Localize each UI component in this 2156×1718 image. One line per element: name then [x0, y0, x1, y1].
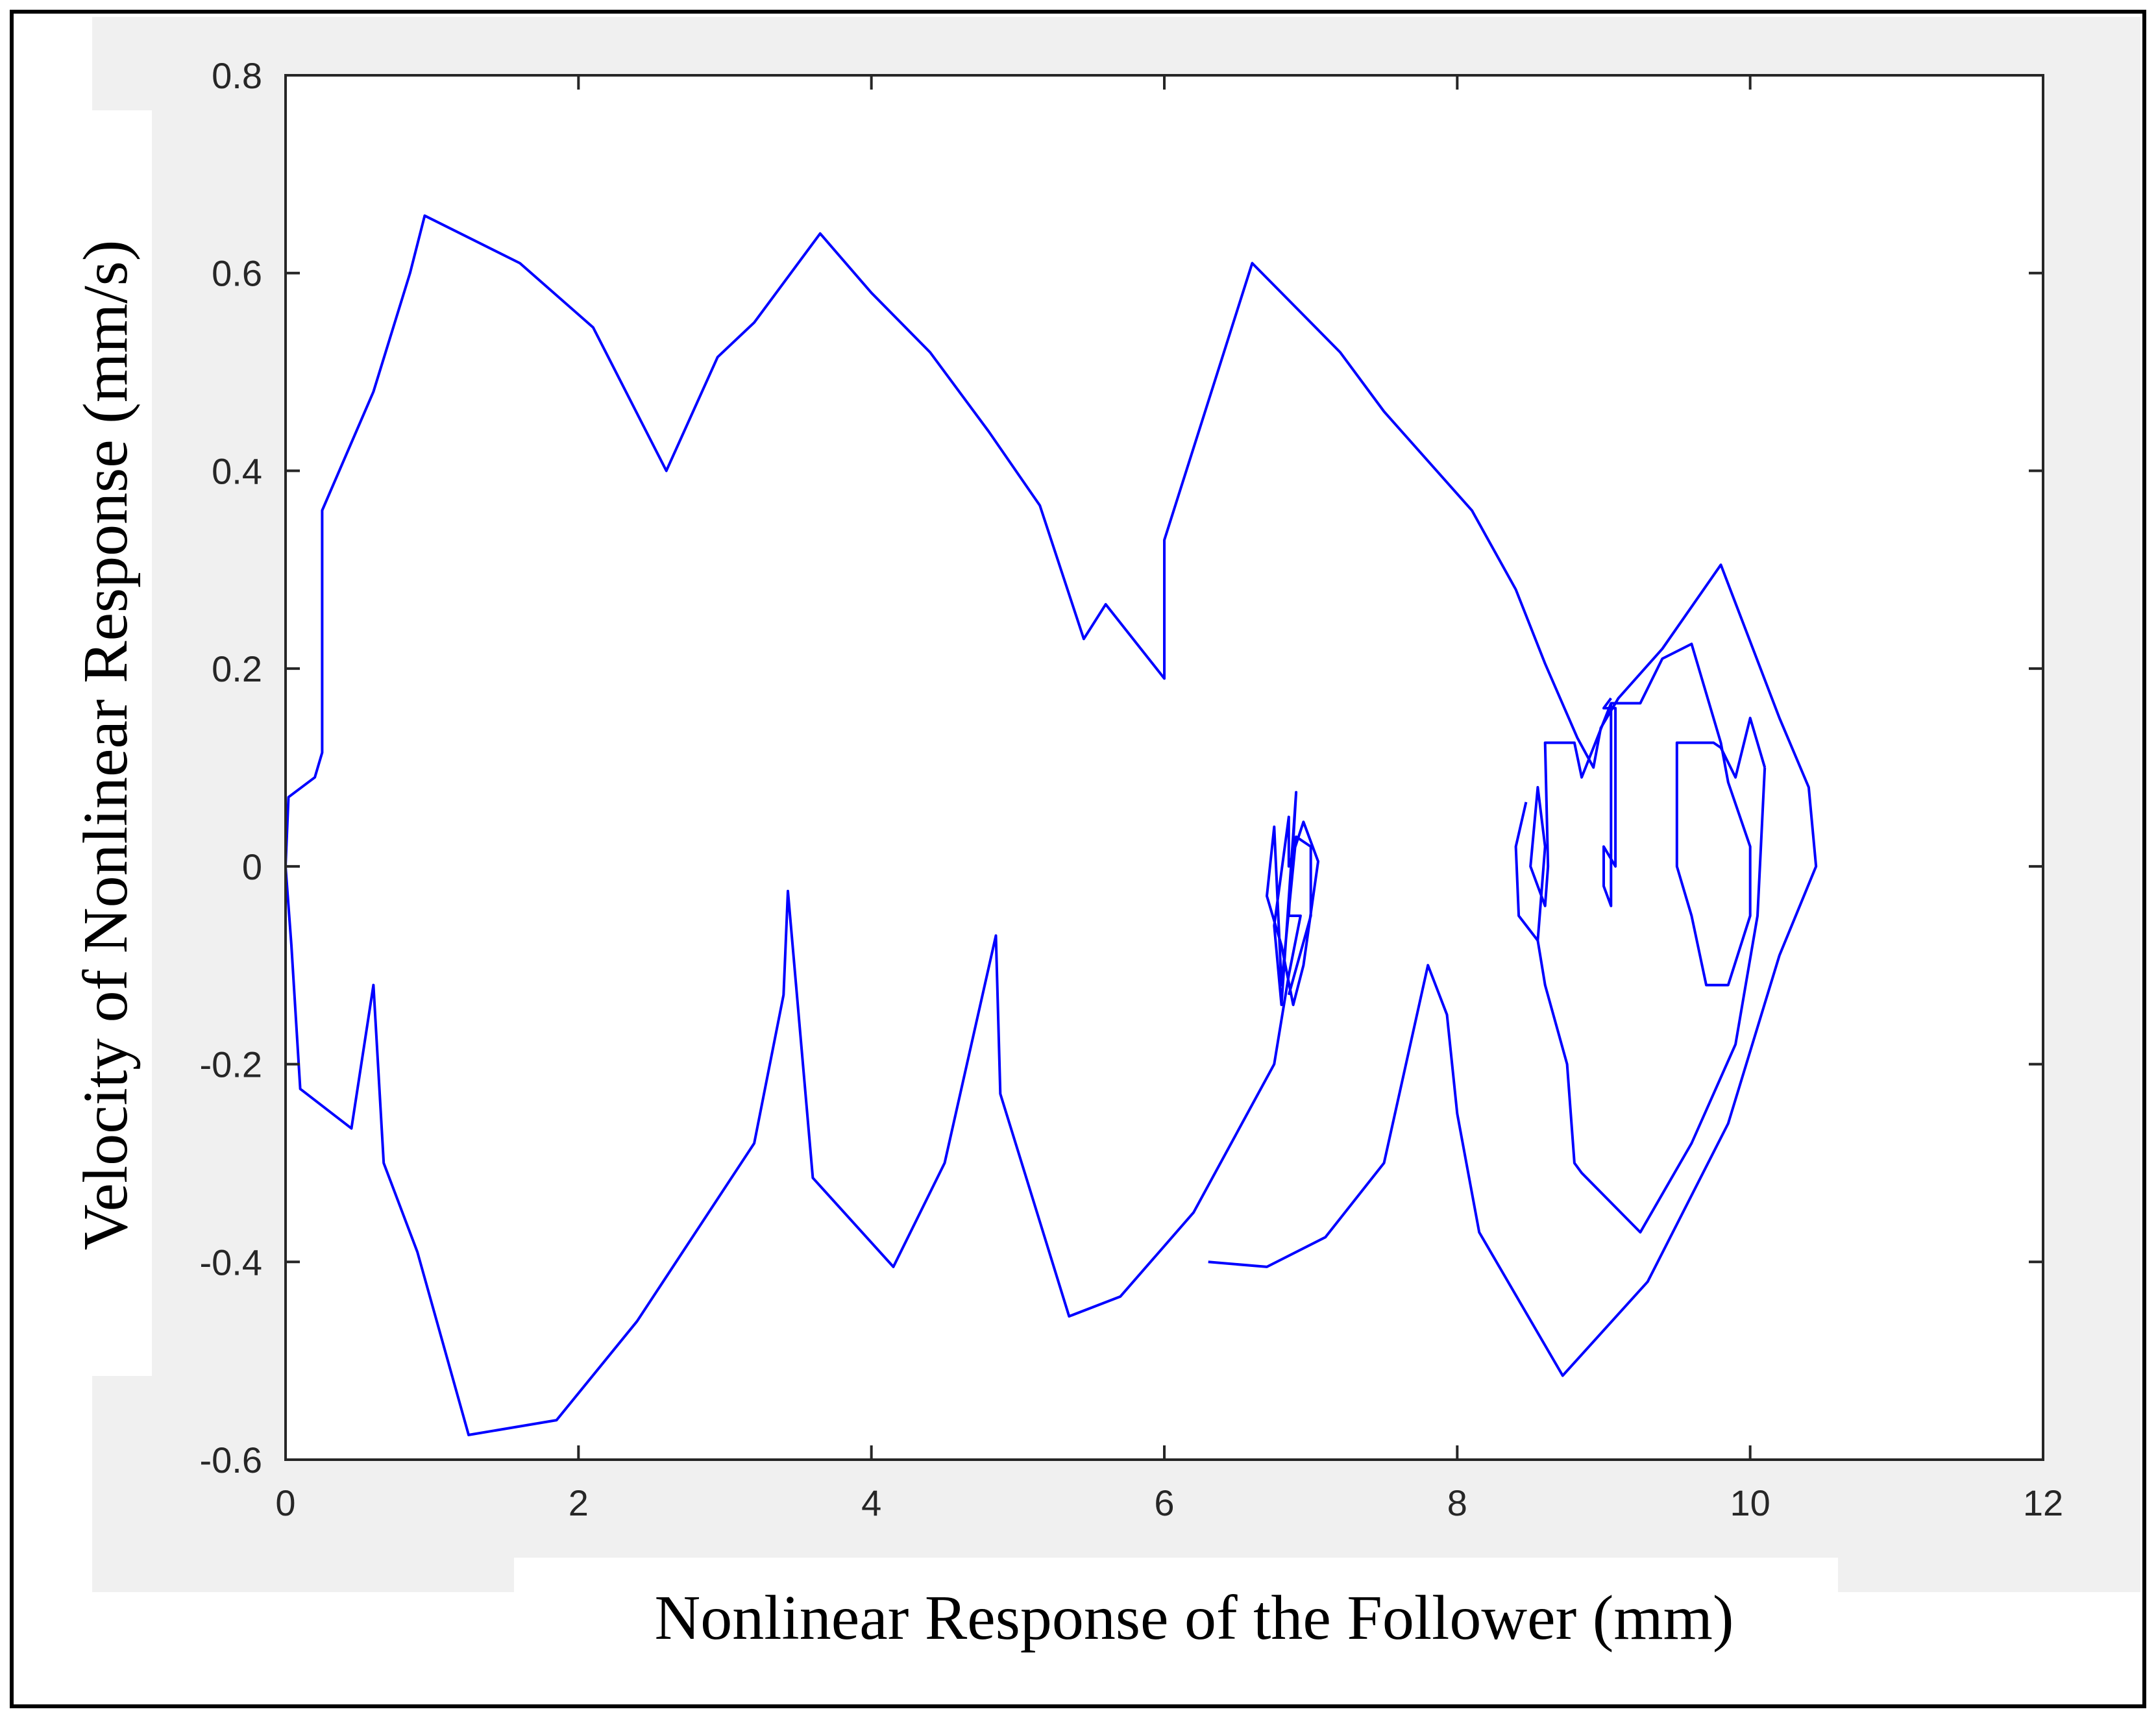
x-axis-ticks: 0 2 4 6 8 10 12 — [275, 75, 2063, 1523]
x-axis-label: Nonlinear Response of the Follower (mm) — [655, 1583, 1734, 1653]
y-tick-label: 0.6 — [212, 253, 262, 294]
x-tick-label: 0 — [275, 1482, 295, 1523]
x-tick-label: 6 — [1154, 1482, 1174, 1523]
y-tick-label: 0.2 — [212, 648, 262, 689]
series-line-3 — [1536, 767, 1767, 1234]
x-tick-label: 4 — [861, 1482, 881, 1523]
plot-lines — [284, 214, 1818, 1436]
series-line-2 — [1514, 643, 1767, 987]
y-tick-label: -0.2 — [200, 1044, 263, 1085]
y-axis-ticks: -0.6 -0.4 -0.2 0 0.2 0.4 0.6 0.8 — [200, 55, 2043, 1480]
y-tick-label: 0.4 — [212, 450, 262, 491]
x-tick-label: 10 — [1730, 1482, 1770, 1523]
ylabel-panel — [60, 110, 152, 1376]
y-tick-label: -0.4 — [200, 1242, 263, 1282]
x-tick-label: 2 — [569, 1482, 589, 1523]
xlabel-panel — [514, 1558, 1838, 1668]
x-tick-label: 12 — [2023, 1482, 2063, 1523]
y-tick-label: 0.8 — [212, 55, 262, 96]
y-axis-label: Velocity of Nonlinear Response (mm/s) — [71, 240, 141, 1251]
axes-area — [286, 75, 2043, 1460]
series-line-4 — [1602, 697, 1617, 907]
x-tick-label: 8 — [1447, 1482, 1467, 1523]
series-line-1 — [284, 214, 1818, 1436]
y-tick-label: -0.6 — [200, 1440, 263, 1480]
y-tick-label: 0 — [242, 846, 262, 887]
